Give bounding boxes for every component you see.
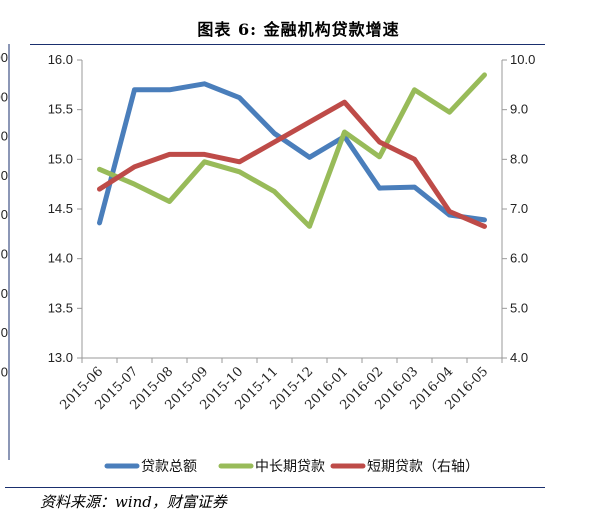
right-tick-label: 8.0 <box>510 151 528 166</box>
cropped-tick-label: 0 <box>1 325 8 340</box>
right-axis-ticks: 4.0 5.0 6.0 7.0 8.0 9.0 10.0 <box>502 52 535 365</box>
series-group <box>97 72 487 229</box>
left-axis-ticks: 13.0 13.5 14.0 14.5 15.0 15.5 16.0 <box>48 52 82 365</box>
cropped-tick-label: 0 <box>1 247 8 262</box>
chart-title: 图表 6: 金融机构贷款增速 <box>197 20 400 39</box>
cropped-tick-label: 0 <box>1 168 8 183</box>
left-tick-label: 14.0 <box>48 251 73 266</box>
source-note: 资料来源：wind，财富证券 <box>40 493 227 511</box>
left-tick-label: 15.5 <box>48 102 73 117</box>
right-tick-label: 6.0 <box>510 251 528 266</box>
cropped-tick-label: 00 <box>0 89 8 104</box>
left-tick-label: 16.0 <box>48 52 73 67</box>
left-tick-label: 13.0 <box>48 350 73 365</box>
right-tick-label: 4.0 <box>510 350 528 365</box>
cropped-tick-label: 00 <box>0 50 8 65</box>
left-tick-label: 13.5 <box>48 300 73 315</box>
legend-label: 中长期贷款 <box>255 459 325 475</box>
series-line-3 <box>97 99 487 229</box>
left-tick-label: 14.5 <box>48 201 73 216</box>
cropped-tick-label: 0 <box>1 207 8 222</box>
right-tick-label: 7.0 <box>510 201 528 216</box>
cropped-tick-label: 0 <box>1 129 8 144</box>
footer-rule <box>5 487 545 488</box>
left-tick-label: 15.0 <box>48 151 73 166</box>
series-line-1 <box>97 81 487 226</box>
cropped-tick-label: 0 <box>1 286 8 301</box>
right-tick-label: 5.0 <box>510 300 528 315</box>
cropped-tick-label: 0 <box>1 364 8 379</box>
right-tick-label: 10.0 <box>510 52 535 67</box>
legend-label: 贷款总额 <box>141 459 197 475</box>
x-axis-ticks: 2015-062015-072015-082015-092015-102015-… <box>58 358 503 413</box>
right-tick-label: 9.0 <box>510 102 528 117</box>
cropped-axis-labels: 00000000000 <box>0 44 10 460</box>
title-rule <box>30 44 545 45</box>
legend: 贷款总额 中长期贷款 短期贷款（右轴） <box>104 459 479 475</box>
legend-label: 短期贷款（右轴） <box>367 459 479 475</box>
series-line-2 <box>97 72 487 229</box>
